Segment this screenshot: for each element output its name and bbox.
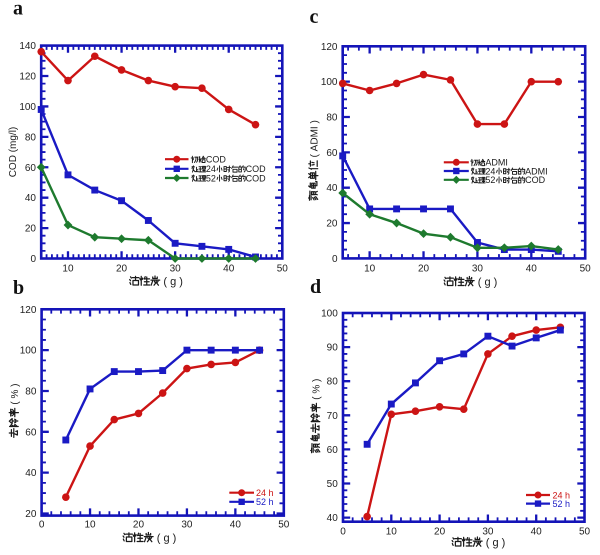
svg-text:50: 50 — [278, 520, 290, 531]
svg-text:100: 100 — [321, 77, 338, 88]
svg-text:60: 60 — [25, 163, 37, 174]
svg-text:( g ): ( g ) — [154, 533, 177, 545]
svg-text:120: 120 — [321, 42, 338, 53]
svg-text:20: 20 — [326, 219, 338, 230]
svg-text:0: 0 — [30, 254, 36, 265]
svg-text:20: 20 — [434, 527, 446, 538]
svg-text:80: 80 — [25, 386, 37, 397]
svg-text:120: 120 — [19, 72, 36, 83]
svg-text:20: 20 — [133, 520, 145, 531]
svg-text:COD: COD — [246, 164, 267, 174]
svg-text:60: 60 — [326, 148, 338, 159]
svg-text:( g ): ( g ) — [483, 537, 506, 549]
svg-text:70: 70 — [327, 411, 339, 422]
svg-text:( % ): ( % ) — [10, 384, 21, 408]
svg-text:10: 10 — [84, 520, 96, 531]
svg-text:24 h: 24 h — [553, 490, 571, 500]
svg-text:50: 50 — [277, 264, 289, 275]
svg-text:40: 40 — [327, 513, 339, 524]
svg-text:a: a — [13, 0, 23, 20]
svg-text:40: 40 — [25, 193, 37, 204]
svg-text:100: 100 — [20, 346, 37, 357]
svg-text:30: 30 — [482, 527, 494, 538]
svg-text:COD (mg/l): COD (mg/l) — [8, 127, 19, 178]
svg-text:40: 40 — [25, 468, 37, 479]
svg-text:50: 50 — [579, 527, 591, 538]
svg-text:20: 20 — [25, 224, 37, 235]
svg-text:24 h: 24 h — [256, 488, 274, 498]
svg-text:ADMI: ADMI — [525, 166, 548, 176]
svg-text:52 h: 52 h — [256, 497, 274, 507]
svg-text:80: 80 — [25, 132, 37, 143]
svg-text:d: d — [310, 276, 321, 298]
svg-text:( g ): ( g ) — [475, 277, 498, 289]
svg-text:60: 60 — [25, 427, 37, 438]
svg-text:( % ): ( % ) — [312, 379, 323, 403]
svg-text:100: 100 — [321, 309, 338, 320]
svg-text:24: 24 — [206, 164, 216, 174]
svg-text:20: 20 — [25, 509, 37, 520]
svg-text:40: 40 — [326, 183, 338, 194]
svg-text:COD: COD — [246, 173, 267, 183]
svg-text:40: 40 — [531, 527, 543, 538]
svg-text:52 h: 52 h — [553, 499, 571, 509]
svg-text:30: 30 — [170, 264, 182, 275]
svg-text:60: 60 — [327, 445, 339, 456]
svg-text:COD: COD — [206, 155, 227, 165]
svg-text:30: 30 — [181, 520, 193, 531]
svg-text:20: 20 — [418, 264, 430, 275]
svg-text:c: c — [310, 6, 319, 28]
svg-text:10: 10 — [364, 264, 376, 275]
svg-text:0: 0 — [332, 254, 338, 265]
svg-text:40: 40 — [230, 520, 242, 531]
svg-text:50: 50 — [580, 264, 592, 275]
svg-text:30: 30 — [472, 264, 484, 275]
svg-text:80: 80 — [326, 113, 338, 124]
svg-text:100: 100 — [19, 102, 36, 113]
svg-text:10: 10 — [386, 527, 398, 538]
svg-text:( ADMI ): ( ADMI ) — [310, 120, 321, 160]
svg-text:b: b — [13, 277, 24, 299]
svg-text:120: 120 — [20, 305, 37, 316]
svg-text:10: 10 — [62, 264, 74, 275]
svg-text:80: 80 — [327, 377, 339, 388]
svg-text:52: 52 — [206, 173, 216, 183]
svg-text:COD: COD — [525, 175, 546, 185]
svg-text:20: 20 — [116, 264, 128, 275]
svg-text:50: 50 — [327, 479, 339, 490]
svg-text:24: 24 — [485, 166, 495, 176]
svg-text:140: 140 — [19, 41, 36, 52]
svg-text:ADMI: ADMI — [485, 158, 508, 168]
svg-text:40: 40 — [526, 264, 538, 275]
svg-text:40: 40 — [223, 264, 235, 275]
svg-text:90: 90 — [327, 343, 339, 354]
svg-text:( g ): ( g ) — [160, 276, 183, 288]
svg-text:0: 0 — [39, 520, 45, 531]
svg-text:0: 0 — [340, 527, 346, 538]
svg-text:52: 52 — [485, 175, 495, 185]
